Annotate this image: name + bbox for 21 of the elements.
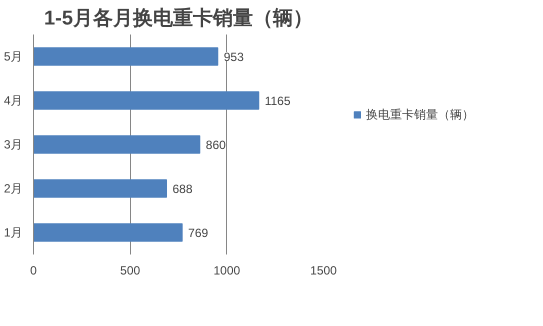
bar <box>34 47 218 66</box>
y-tick-label: 2月 <box>4 182 23 196</box>
y-tick-label: 5月 <box>4 50 23 64</box>
bar <box>34 179 168 198</box>
bar <box>34 223 183 242</box>
x-tick-label: 500 <box>120 264 141 278</box>
data-label: 953 <box>224 50 244 64</box>
bar <box>34 91 260 110</box>
data-label: 860 <box>206 138 226 152</box>
data-label: 769 <box>188 226 209 240</box>
x-tick-label: 1000 <box>213 264 241 278</box>
y-tick-label: 4月 <box>4 94 23 108</box>
data-label: 1165 <box>264 94 291 108</box>
y-tick-label: 1月 <box>4 226 23 240</box>
y-tick-label: 3月 <box>4 138 23 152</box>
chart-title: 1-5月各月换电重卡销量（辆） <box>44 6 313 30</box>
bar <box>34 135 200 154</box>
data-label: 688 <box>172 182 193 196</box>
x-tick-label: 1500 <box>310 264 338 278</box>
x-tick-label: 0 <box>30 264 38 278</box>
legend-label: 换电重卡销量（辆） <box>366 106 475 124</box>
